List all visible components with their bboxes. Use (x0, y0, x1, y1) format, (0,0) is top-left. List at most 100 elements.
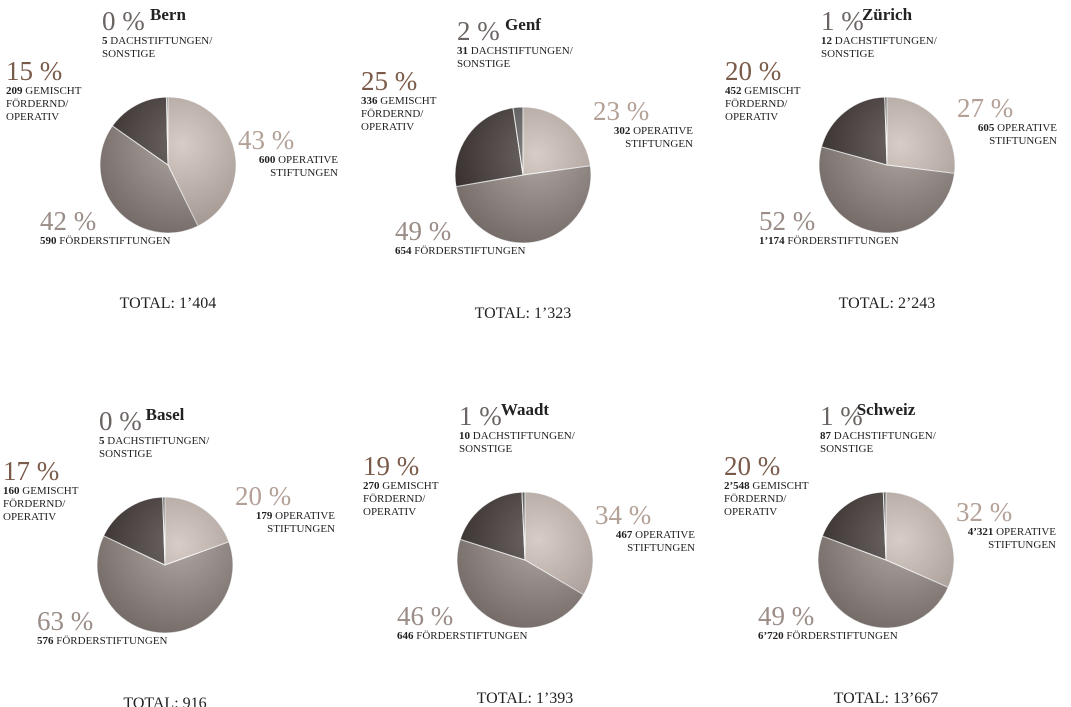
count-label: 467 (615, 529, 633, 542)
chart-title: Bern (150, 5, 186, 24)
slice-label: 20 % 452 GEMISCHT FÖRDERND/ OPERATIV (725, 57, 817, 124)
count-label: 646 (397, 630, 414, 642)
category-label: FÖRDERSTIFTUNGEN (59, 235, 171, 247)
count-label: 5 (102, 35, 108, 47)
count-label: 12 (821, 35, 832, 47)
slice-label: 63 % 576 FÖRDERSTIFTUNGEN (37, 607, 277, 648)
percent-label: 63 % (37, 606, 94, 636)
category-label: FÖRDERSTIFTUNGEN (414, 245, 526, 257)
chart-title: Waadt (500, 400, 550, 419)
slice-label: 23 % 302 OPERATIVE STIFTUNGEN (593, 97, 693, 151)
percent-label: 23 % (593, 96, 650, 127)
total-label: TOTAL: 1’323 (474, 305, 572, 322)
category-label: DACHSTIFTUNGEN/ SONSTIGE (459, 430, 575, 455)
percent-label: 0 % (99, 406, 142, 436)
total-label: TOTAL: 13’667 (833, 690, 939, 707)
chart-title: Schweiz (856, 400, 916, 419)
slice-label: 17 % 160 GEMISCHT FÖRDERND/ OPERATIV (3, 457, 95, 524)
slice-label: 15 % 209 GEMISCHT FÖRDERND/ OPERATIV (6, 57, 98, 124)
category-label: DACHSTIFTUNGEN/ SONSTIGE (99, 435, 210, 460)
slice-label: 1 % 87 DACHSTIFTUNGEN/ SONSTIGE (820, 402, 970, 456)
chart-title: Zürich (861, 5, 913, 24)
category-label: OPERATIVE STIFTUNGEN (270, 154, 338, 180)
slice-label: 0 % 5 DACHSTIFTUNGEN/ SONSTIGE (99, 407, 249, 461)
percent-label: 1 % (459, 401, 502, 431)
count-label: 179 (255, 510, 273, 523)
percent-label: 27 % (957, 93, 1014, 123)
total-label: TOTAL: 1’404 (119, 295, 217, 312)
slice-label: 1 % 10 DACHSTIFTUNGEN/ SONSTIGE (459, 402, 609, 456)
category-label: FÖRDERSTIFTUNGEN (786, 630, 898, 642)
percent-label: 34 % (595, 500, 652, 531)
category-label: GEMISCHT FÖRDERND/ OPERATIV (725, 85, 801, 123)
percent-label: 20 % (235, 481, 292, 512)
total-label: TOTAL: 2’243 (838, 295, 936, 312)
count-label: 302 (613, 125, 631, 138)
slice-label: 20 % 179 OPERATIVE STIFTUNGEN (235, 482, 335, 536)
percent-label: 43 % (238, 125, 295, 156)
slice-label: 49 % 654 FÖRDERSTIFTUNGEN (395, 217, 635, 258)
count-label: 270 (363, 480, 380, 492)
percent-label: 25 % (361, 66, 418, 96)
category-label: GEMISCHT FÖRDERND/ OPERATIV (3, 485, 79, 523)
category-label: OPERATIVE STIFTUNGEN (627, 529, 695, 555)
count-label: 654 (395, 245, 412, 257)
category-label: DACHSTIFTUNGEN/ SONSTIGE (457, 45, 573, 70)
category-label: FÖRDERSTIFTUNGEN (787, 235, 899, 247)
count-label: 5 (99, 435, 105, 447)
slice-label: 42 % 590 FÖRDERSTIFTUNGEN (40, 207, 280, 248)
count-label: 600 (258, 154, 276, 167)
slice-label: 19 % 270 GEMISCHT FÖRDERND/ OPERATIV (363, 452, 455, 519)
percent-label: 49 % (395, 216, 452, 246)
slice-label: 27 % 605 OPERATIVE STIFTUNGEN (957, 94, 1057, 148)
percent-label: 0 % (102, 6, 145, 36)
category-label: GEMISCHT FÖRDERND/ OPERATIV (724, 480, 809, 518)
category-label: OPERATIVE STIFTUNGEN (988, 525, 1056, 551)
pie-slice (454, 107, 524, 188)
category-label: GEMISCHT FÖRDERND/ OPERATIV (361, 95, 437, 133)
slice-label: 32 % 4’321 OPERATIVE STIFTUNGEN (956, 498, 1056, 552)
percent-label: 1 % (820, 401, 863, 431)
category-label: OPERATIVE STIFTUNGEN (989, 122, 1057, 147)
count-label: 209 (6, 85, 23, 97)
slice-label: 0 % 5 DACHSTIFTUNGEN/ SONSTIGE (102, 7, 252, 61)
category-label: OPERATIVE STIFTUNGEN (267, 510, 335, 536)
count-label: 31 (457, 45, 468, 57)
count-label: 6’720 (758, 630, 784, 642)
slice-label: 1 % 12 DACHSTIFTUNGEN/ SONSTIGE (821, 7, 971, 61)
slice-label: 25 % 336 GEMISCHT FÖRDERND/ OPERATIV (361, 67, 453, 134)
count-label: 87 (820, 430, 831, 442)
slice-label: 2 % 31 DACHSTIFTUNGEN/ SONSTIGE (457, 17, 607, 71)
count-label: 590 (40, 235, 57, 247)
percent-label: 17 % (3, 456, 60, 486)
percent-label: 42 % (40, 206, 97, 236)
count-label: 160 (3, 485, 20, 497)
slice-label: 52 % 1’174 FÖRDERSTIFTUNGEN (759, 207, 999, 248)
count-label: 576 (37, 635, 54, 647)
percent-label: 1 % (821, 6, 864, 36)
slice-label: 49 % 6’720 FÖRDERSTIFTUNGEN (758, 602, 998, 643)
pie-slice (522, 106, 591, 176)
percent-label: 20 % (724, 451, 781, 481)
category-label: FÖRDERSTIFTUNGEN (416, 630, 528, 642)
chart-title: Basel (145, 405, 185, 424)
slice-label: 43 % 600 OPERATIVE STIFTUNGEN (238, 126, 338, 180)
slice-label: 20 % 2’548 GEMISCHT FÖRDERND/ OPERATIV (724, 452, 816, 519)
count-label: 10 (459, 430, 470, 442)
percent-label: 20 % (725, 56, 782, 86)
percent-label: 49 % (758, 601, 815, 631)
category-label: GEMISCHT FÖRDERND/ OPERATIV (6, 85, 82, 123)
count-label: 1’174 (759, 235, 785, 247)
percent-label: 52 % (759, 206, 816, 236)
percent-label: 2 % (457, 16, 500, 46)
total-label: TOTAL: 916 (123, 695, 207, 707)
percent-label: 46 % (397, 601, 454, 631)
percent-label: 19 % (363, 451, 420, 481)
count-label: 336 (361, 95, 378, 107)
category-label: DACHSTIFTUNGEN/ SONSTIGE (821, 35, 937, 60)
percent-label: 32 % (956, 496, 1013, 527)
category-label: DACHSTIFTUNGEN/ SONSTIGE (102, 35, 213, 60)
count-label: 605 (977, 122, 995, 134)
chart-title: Genf (505, 15, 541, 34)
